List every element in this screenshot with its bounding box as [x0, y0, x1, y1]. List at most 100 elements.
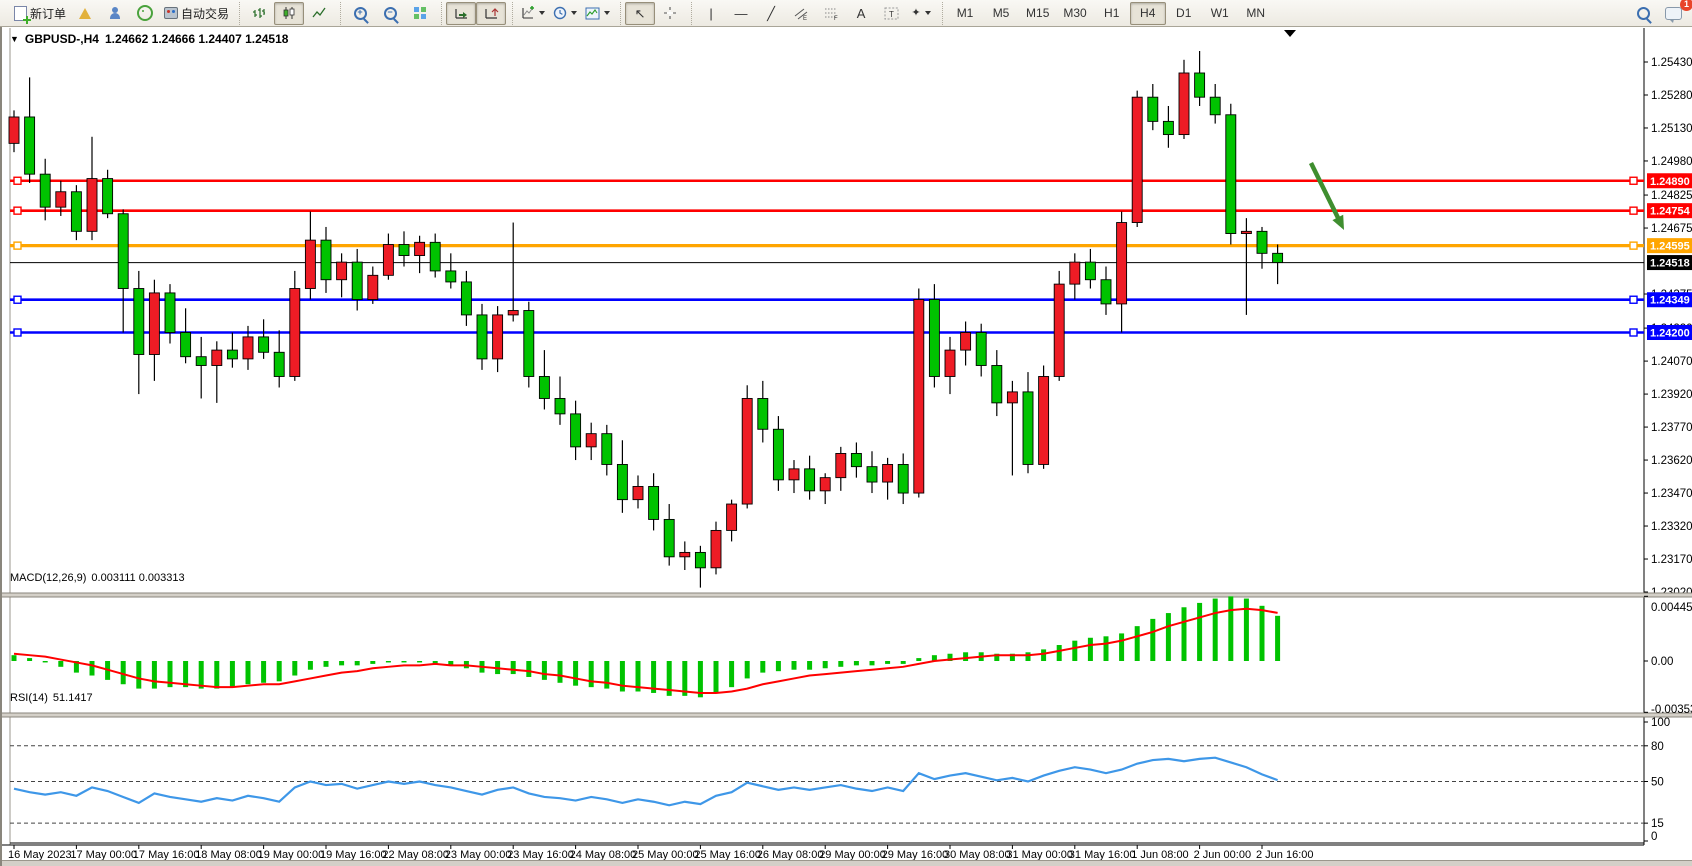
macd-histogram-bar	[916, 658, 922, 661]
trend-arrow-head[interactable]	[1332, 214, 1344, 230]
hline-handle-left[interactable]	[13, 328, 22, 337]
candle-body	[258, 336, 270, 353]
autotrade-button[interactable]: 自动交易	[160, 2, 233, 25]
candle-body	[304, 239, 316, 289]
text-label-button[interactable]: T	[876, 2, 906, 25]
bar-chart-button[interactable]	[244, 2, 274, 25]
rsi-name: RSI(14)	[10, 692, 48, 704]
hline-handle-left[interactable]	[13, 206, 22, 215]
timeframe-button-mn[interactable]: MN	[1246, 6, 1266, 20]
macd-histogram-bar	[885, 661, 891, 664]
add-indicator-button[interactable]	[517, 2, 549, 25]
macd-histogram-bar	[697, 661, 703, 698]
search-button[interactable]	[1628, 2, 1658, 25]
macd-histogram-bar	[713, 661, 719, 693]
candle-body	[772, 428, 784, 481]
price-badge	[1647, 173, 1692, 189]
new-order-button[interactable]: 新订单	[10, 2, 70, 25]
time-tick-label: 23 May 16:00	[507, 849, 574, 861]
time-tick-label: 29 May 16:00	[882, 849, 949, 861]
hline-handle-right[interactable]	[1629, 295, 1638, 304]
macd-histogram-bar	[120, 661, 126, 685]
macd-histogram-bar	[822, 661, 828, 669]
horizontal-line-button[interactable]: —	[726, 2, 756, 25]
candle-body	[24, 116, 36, 175]
macd-name: MACD(12,26,9)	[10, 572, 87, 584]
chevron-down-icon	[604, 11, 611, 15]
timeframe-button-m30[interactable]: M30	[1063, 6, 1087, 20]
periods-button[interactable]	[549, 2, 581, 25]
trend-arrow-shaft[interactable]	[1308, 162, 1342, 223]
text-button[interactable]: A	[846, 2, 876, 25]
macd-histogram-bar	[760, 661, 766, 673]
hline-handle-left[interactable]	[13, 176, 22, 185]
timeframe-button-w1[interactable]: W1	[1210, 6, 1229, 20]
candle-body	[242, 336, 254, 360]
macd-axis-label: 0.004454	[1651, 602, 1692, 614]
macd-indicator-label: MACD(12,26,9) 0.003111 0.003313	[10, 572, 185, 584]
auto-scroll-button[interactable]	[446, 1, 477, 25]
panel-separator[interactable]	[2, 713, 1692, 717]
timeframe-button-h1[interactable]: H1	[1104, 6, 1120, 20]
macd-histogram-bar	[385, 661, 391, 663]
hline-handle-left[interactable]	[13, 295, 22, 304]
macd-histogram-bar	[307, 661, 313, 670]
macd-histogram-bar	[167, 661, 173, 688]
macd-histogram-bar	[1150, 618, 1156, 661]
macd-histogram-bar	[1134, 626, 1140, 661]
candle-body	[429, 241, 441, 272]
price-tick-label: 1.25280	[1651, 90, 1692, 102]
macd-axis-label: 0.00	[1651, 656, 1673, 668]
hline-handle-right[interactable]	[1629, 206, 1638, 215]
candle-body	[679, 551, 691, 558]
candle-body	[788, 468, 800, 481]
timeframe-button-h4[interactable]: H4	[1129, 1, 1166, 25]
publisher-button[interactable]	[100, 2, 130, 25]
macd-histogram-bar	[994, 653, 1000, 661]
channel-button[interactable]: E	[786, 2, 816, 25]
chart-shift-button[interactable]	[476, 1, 507, 25]
channel-icon: E	[794, 8, 807, 20]
macd-histogram-bar	[1025, 652, 1031, 661]
macd-histogram-bar	[900, 661, 906, 664]
macd-histogram-bar	[931, 655, 937, 661]
macd-histogram-bar	[682, 661, 688, 696]
timeframe-button-m1[interactable]: M1	[956, 6, 974, 20]
zoom-out-button[interactable]: −	[375, 2, 405, 25]
hline-handle-left[interactable]	[13, 241, 22, 250]
zoom-in-button[interactable]: +	[345, 2, 375, 25]
templates-button[interactable]	[581, 2, 614, 25]
macd-axis-label: -0.003533	[1651, 704, 1692, 716]
candlestick-chart-button[interactable]	[274, 1, 305, 25]
candle-body	[1256, 230, 1268, 254]
cursor-button[interactable]: ↖	[625, 1, 656, 25]
vertical-line-icon: |	[709, 5, 713, 21]
vertical-line-button[interactable]: |	[696, 2, 726, 25]
price-tick-label: 1.24825	[1651, 190, 1692, 202]
price-chart-canvas[interactable]: 1.25430 1.25280 1.25130 1.24980 1.24825 1.246…	[2, 27, 1692, 861]
timeframe-button-m15[interactable]: M15	[1026, 6, 1050, 20]
signal-icon	[137, 5, 154, 21]
fibonacci-button[interactable]: F	[816, 2, 846, 25]
price-badge	[1647, 325, 1692, 341]
price-badge-label: 1.24754	[1650, 206, 1691, 218]
hline-handle-right[interactable]	[1629, 328, 1638, 337]
macd-histogram-bar	[401, 661, 407, 663]
trendline-button[interactable]: ╱	[756, 2, 786, 25]
hline-handle-right[interactable]	[1629, 176, 1638, 185]
collapse-triangle-icon[interactable]: ▼	[10, 34, 19, 44]
tile-windows-button[interactable]	[405, 2, 435, 25]
candle-body	[289, 288, 301, 377]
line-chart-button[interactable]	[304, 2, 334, 25]
panel-separator[interactable]	[2, 593, 1692, 597]
timeframe-button-m5[interactable]: M5	[992, 6, 1010, 20]
signals-button[interactable]	[130, 2, 160, 25]
chat-button[interactable]: 1	[1658, 0, 1692, 25]
crosshair-button[interactable]	[655, 2, 685, 25]
arrows-button[interactable]: ✦	[906, 2, 936, 25]
hline-handle-right[interactable]	[1629, 241, 1638, 250]
macd-histogram-bar	[276, 661, 282, 682]
candle-body	[180, 332, 192, 358]
timeframe-button-d1[interactable]: D1	[1176, 6, 1192, 20]
chart-profile-button[interactable]	[70, 2, 100, 25]
